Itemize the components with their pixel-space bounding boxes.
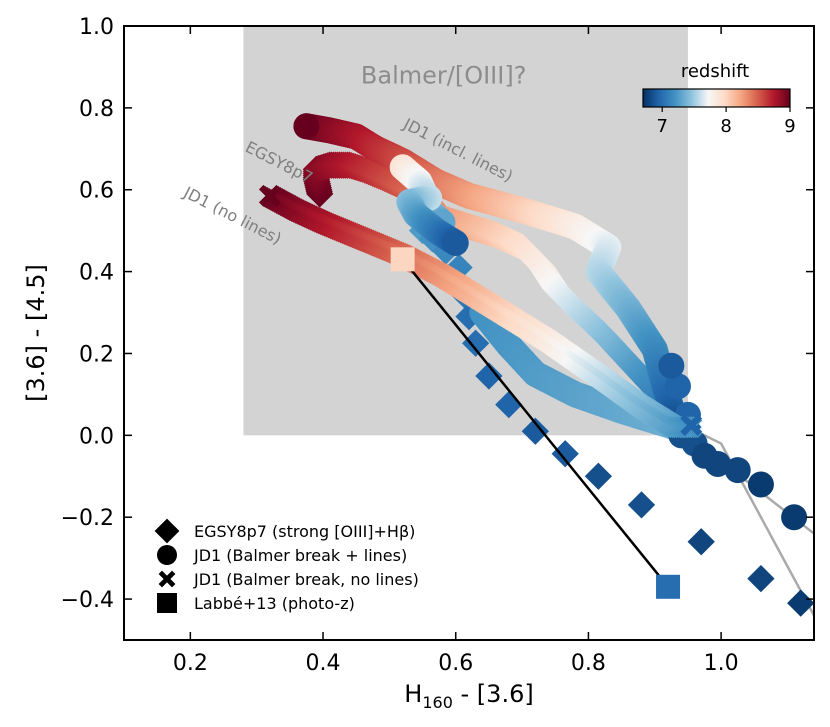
axes: 0.2 0.4 0.6 0.8 1.0 −0.4 −0.2 0.0 0.2 0.4 0.6 0.8 1.… xyxy=(61,15,814,676)
legend-marker-diamond xyxy=(154,518,180,544)
data-point xyxy=(656,574,681,599)
data-point xyxy=(680,414,703,437)
x-tick-label: 0.8 xyxy=(571,651,606,676)
colorbar-tick-label: 9 xyxy=(784,116,795,137)
data-point xyxy=(704,450,731,477)
y-axis-label: [3.6] - [4.5] xyxy=(22,264,50,402)
x-tick-label: 0.4 xyxy=(306,651,341,676)
legend-marker-circle xyxy=(157,545,177,565)
data-point xyxy=(687,528,715,556)
x-axis-label-suffix: - [3.6] xyxy=(453,680,534,708)
data-point xyxy=(787,589,814,617)
series-square xyxy=(390,247,681,599)
data-point xyxy=(461,329,490,357)
data-point xyxy=(521,417,549,445)
data-point xyxy=(475,362,503,390)
series-circle xyxy=(293,113,814,535)
x-tick-label: 0.2 xyxy=(173,651,208,676)
legend-label: JD1 (Balmer break + lines) xyxy=(193,546,407,565)
colorbar: redshift 7 8 9 xyxy=(642,61,796,137)
legend-marker-cross xyxy=(158,570,176,588)
data-point xyxy=(747,471,774,498)
colorbar-tick-label: 8 xyxy=(720,116,731,137)
x-tick-label: 0.6 xyxy=(438,651,473,676)
legend-marker-square xyxy=(157,593,177,613)
x-axis-label-subscript: 160 xyxy=(422,693,453,712)
data-point xyxy=(747,564,775,593)
series-cross xyxy=(259,184,703,439)
colorbar-label: redshift xyxy=(681,61,749,82)
y-tick-label: −0.2 xyxy=(61,506,114,531)
track-point xyxy=(442,229,469,256)
region-label: Balmer/[OIII]? xyxy=(361,61,527,89)
colorbar-ticks: 7 8 9 xyxy=(656,107,796,137)
data-point xyxy=(584,462,613,490)
series-layer xyxy=(259,113,814,617)
data-point xyxy=(551,440,579,468)
y-tick-label: 0.2 xyxy=(79,342,114,367)
data-point xyxy=(390,247,415,272)
data-point xyxy=(658,352,685,379)
colorbar-tick-label: 7 xyxy=(656,116,667,137)
y-tick-label: 0.6 xyxy=(79,179,114,204)
legend-label: JD1 (Balmer break, no lines) xyxy=(193,570,419,589)
x-tick-label: 1.0 xyxy=(704,651,739,676)
y-tick-label: −0.4 xyxy=(61,588,114,613)
data-point xyxy=(293,113,320,140)
legend-label: Labbé+13 (photo-z) xyxy=(194,594,355,613)
data-point xyxy=(724,457,751,484)
colorbar-bar xyxy=(642,88,791,108)
x-axis-label: H160 - [3.6] xyxy=(404,680,533,712)
legend-label: EGSY8p7 (strong [OIII]+Hβ) xyxy=(194,522,415,541)
data-point xyxy=(781,504,808,531)
data-point xyxy=(627,491,656,519)
data-point xyxy=(664,373,691,400)
y-tick-label: 0.8 xyxy=(79,97,114,122)
legend: EGSY8p7 (strong [OIII]+Hβ) JD1 (Balmer br… xyxy=(154,518,419,613)
series-line xyxy=(401,258,670,588)
plot-frame xyxy=(123,25,815,641)
y-tick-label: 0.4 xyxy=(79,261,114,286)
x-axis-label-main: H xyxy=(404,680,422,708)
data-point xyxy=(259,184,281,207)
y-tick-label: 1.0 xyxy=(79,15,114,40)
y-tick-label: 0.0 xyxy=(79,424,114,449)
